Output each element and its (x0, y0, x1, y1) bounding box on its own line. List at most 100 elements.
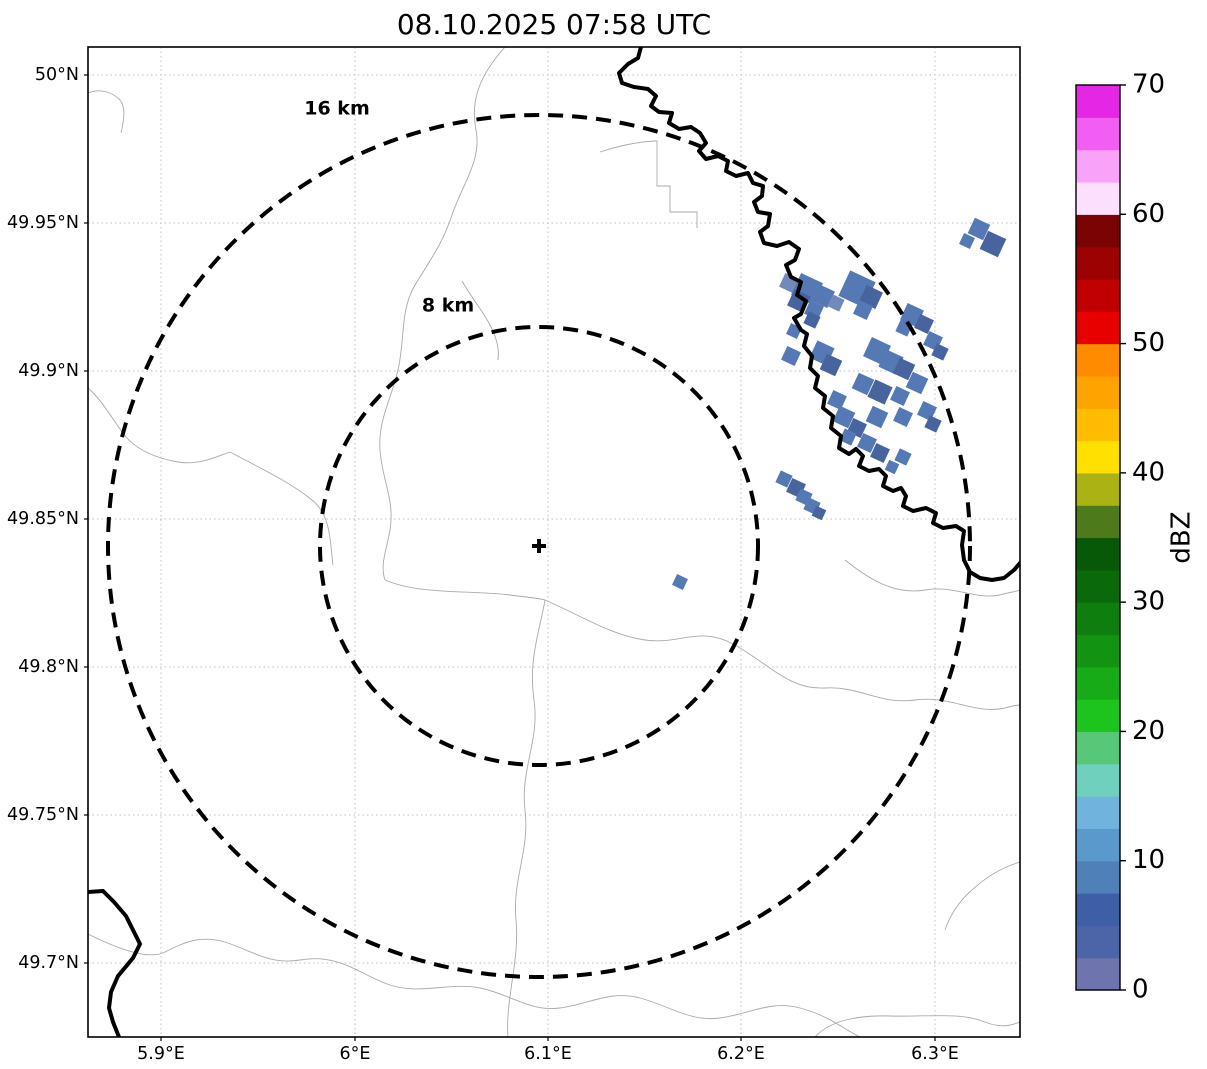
radar-echo-cell (884, 459, 900, 475)
colorbar-segment (1076, 828, 1120, 862)
radar-echo-cell (893, 407, 913, 427)
river-line (88, 387, 231, 464)
radar-echo-cell (781, 346, 801, 366)
radar-echo-cell (851, 372, 875, 396)
range-ring-label: 8 km (422, 295, 474, 317)
colorbar-tick-label: 50 (1132, 328, 1165, 358)
colorbar-segment (1076, 796, 1120, 829)
colorbar-segment (1076, 311, 1120, 345)
radar-echo-cell (917, 401, 937, 421)
y-tick-label: 49.8°N (18, 657, 79, 677)
colorbar-segment (1076, 505, 1120, 539)
colorbar-segment (1076, 117, 1120, 151)
range-ring (106, 113, 972, 979)
radar-echo-cell (867, 379, 893, 405)
colorbar-tick-label: 30 (1132, 587, 1165, 617)
colorbar-tick-label: 10 (1132, 845, 1165, 875)
colorbar-segment (1076, 666, 1120, 700)
colorbar-tick-label: 70 (1132, 70, 1165, 100)
colorbar-segment (1076, 537, 1120, 571)
colorbar-segment (1076, 343, 1120, 377)
colorbar-segment (1076, 278, 1120, 312)
colorbar-segment (1076, 860, 1120, 894)
colorbar-segment (1076, 246, 1120, 280)
radar-echo-cell (914, 314, 934, 334)
colorbar-segment (1076, 925, 1120, 959)
colorbar-segment (1076, 634, 1120, 668)
river-line (88, 90, 125, 134)
radar-echo-cell (672, 574, 688, 590)
colorbar-segment (1076, 408, 1120, 442)
y-tick-label: 49.7°N (18, 953, 79, 973)
y-tick-label: 49.9°N (18, 361, 79, 381)
colorbar-segment (1076, 957, 1120, 991)
colorbar-segment (1076, 149, 1120, 183)
colorbar-segment (1076, 893, 1120, 926)
colorbar-segment (1076, 472, 1120, 506)
x-tick-label: 6.3°E (911, 1044, 959, 1064)
plot-area (88, 47, 1020, 1037)
radar-echo-cell (890, 386, 910, 406)
radar-echo-cell (775, 470, 793, 488)
colorbar-segment (1076, 375, 1120, 409)
colorbar-segment (1076, 699, 1120, 733)
river-line (599, 140, 698, 228)
radar-echo-cell (979, 230, 1007, 258)
radar-echo-cell (857, 433, 877, 453)
radar-echo-cell (827, 390, 847, 410)
colorbar-segment (1076, 440, 1120, 474)
radar-echo-cell (865, 405, 889, 429)
colorbar-axis-label: dBZ (1167, 511, 1197, 563)
river-line (379, 47, 506, 581)
radar-echo-cell (894, 448, 912, 466)
radar-echo-cell (967, 217, 991, 241)
river-line (844, 559, 1020, 597)
colorbar-tick-label: 20 (1132, 716, 1165, 746)
radar-echo-cell (827, 294, 845, 312)
river-line (88, 933, 861, 1037)
colorbar-segment (1076, 181, 1120, 215)
river-line (814, 1015, 1020, 1037)
y-tick-label: 49.85°N (7, 509, 79, 529)
x-tick-label: 6.1°E (524, 1044, 572, 1064)
plot-frame (87, 46, 1021, 1038)
radar-echo-cell (853, 300, 873, 320)
radar-echo-cell (870, 443, 890, 463)
colorbar-frame (1075, 84, 1121, 991)
radar-echo-cell (832, 405, 856, 429)
colorbar-segment (1076, 731, 1120, 765)
y-tick-label: 49.75°N (7, 805, 79, 825)
colorbar-segment (1076, 569, 1120, 603)
y-tick-label: 50°N (35, 65, 79, 85)
radar-echo-cell (905, 371, 929, 395)
chart-title: 08.10.2025 07:58 UTC (396, 8, 712, 41)
colorbar-segment (1076, 602, 1120, 636)
radar-echo-cell (892, 357, 916, 381)
colorbar-tick-label: 0 (1132, 975, 1149, 1005)
radar-echo-cell (811, 505, 827, 521)
radar-echo-cell (959, 233, 975, 249)
country-border (617, 47, 1020, 582)
x-tick-label: 5.9°E (137, 1044, 185, 1064)
colorbar-tick-label: 60 (1132, 199, 1165, 229)
river-line (384, 579, 546, 601)
colorbar-segment (1076, 214, 1120, 248)
radar-echo-cell (924, 415, 942, 433)
y-tick-label: 49.95°N (7, 213, 79, 233)
river-line (229, 451, 334, 566)
range-ring-label: 16 km (304, 98, 370, 120)
radar-echo-cell (931, 343, 949, 361)
radar-site-marker (532, 539, 546, 553)
radar-echo-cell (819, 353, 843, 377)
colorbar-segment (1076, 85, 1120, 118)
colorbar-segment (1076, 763, 1120, 797)
river-line (544, 599, 1020, 710)
range-ring (318, 325, 760, 767)
radar-echo-cell (811, 284, 835, 308)
x-tick-label: 6.2°E (717, 1044, 765, 1064)
radar-echo-cell (803, 311, 821, 329)
river-line (461, 280, 499, 361)
colorbar-tick-label: 40 (1132, 457, 1165, 487)
